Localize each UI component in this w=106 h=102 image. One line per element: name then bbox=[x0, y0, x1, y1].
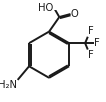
Text: HO: HO bbox=[38, 3, 54, 13]
Text: H₂N: H₂N bbox=[0, 80, 17, 90]
Text: F: F bbox=[88, 50, 94, 60]
Text: F: F bbox=[88, 27, 94, 37]
Text: O: O bbox=[71, 9, 79, 19]
Text: F: F bbox=[94, 38, 100, 48]
